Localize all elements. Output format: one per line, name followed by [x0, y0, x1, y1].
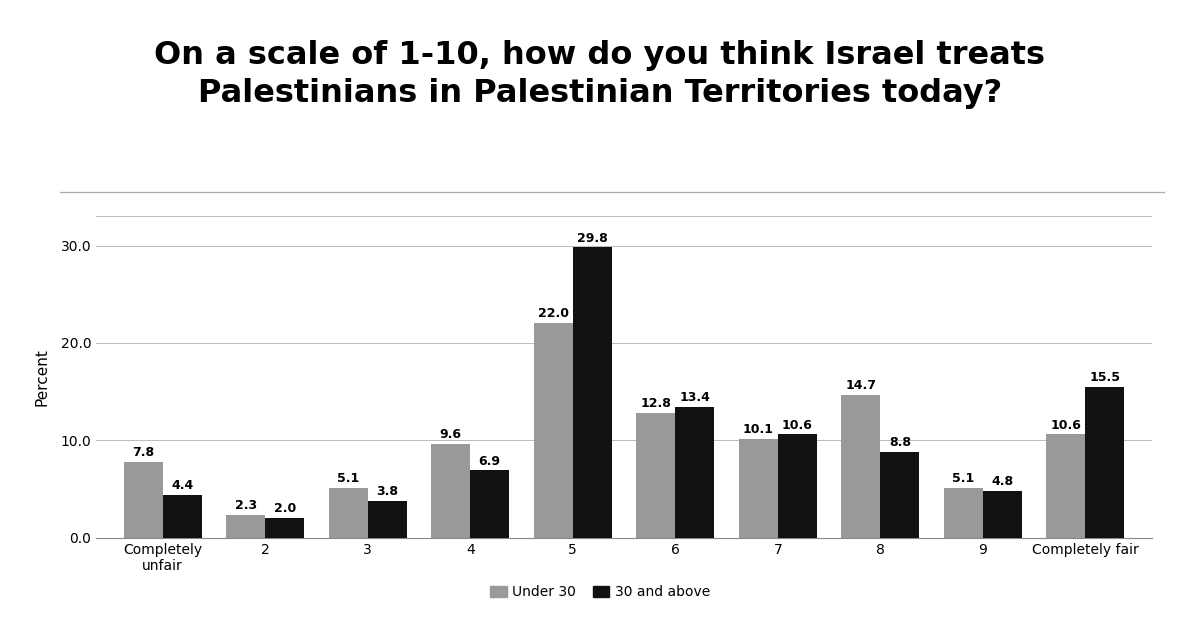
Bar: [841, 394, 881, 538]
Text: 15.5: 15.5: [1090, 371, 1121, 384]
Text: 5.1: 5.1: [953, 472, 974, 485]
Text: 10.6: 10.6: [1050, 418, 1081, 431]
Bar: [329, 488, 367, 538]
Y-axis label: Percent: Percent: [35, 348, 49, 406]
Bar: [1085, 387, 1124, 538]
Bar: [227, 515, 265, 538]
Text: 8.8: 8.8: [889, 436, 911, 449]
Text: 7.8: 7.8: [132, 446, 155, 459]
Bar: [739, 439, 778, 538]
Bar: [534, 323, 572, 538]
Bar: [636, 413, 676, 538]
Text: 10.6: 10.6: [782, 418, 812, 431]
Text: 6.9: 6.9: [479, 455, 500, 468]
Text: 2.3: 2.3: [235, 499, 257, 512]
Text: 4.4: 4.4: [170, 479, 193, 492]
Bar: [265, 518, 304, 538]
Bar: [1046, 434, 1085, 538]
Text: 22.0: 22.0: [538, 308, 569, 321]
Bar: [778, 434, 817, 538]
Bar: [367, 501, 407, 538]
Text: 12.8: 12.8: [641, 397, 671, 410]
Text: 10.1: 10.1: [743, 423, 774, 436]
Legend: Under 30, 30 and above: Under 30, 30 and above: [485, 580, 715, 605]
Text: 9.6: 9.6: [439, 428, 462, 441]
Text: 29.8: 29.8: [577, 232, 607, 245]
Text: 14.7: 14.7: [845, 379, 876, 392]
Bar: [944, 488, 983, 538]
Bar: [676, 407, 714, 538]
Text: 13.4: 13.4: [679, 391, 710, 404]
Text: 2.0: 2.0: [274, 502, 295, 515]
Text: 4.8: 4.8: [991, 475, 1013, 488]
Text: On a scale of 1-10, how do you think Israel treats
Palestinians in Palestinian T: On a scale of 1-10, how do you think Isr…: [155, 40, 1045, 109]
Bar: [572, 247, 612, 538]
Text: 3.8: 3.8: [376, 485, 398, 497]
Bar: [431, 444, 470, 538]
Bar: [470, 470, 509, 538]
Bar: [163, 495, 202, 538]
Bar: [881, 452, 919, 538]
Text: 5.1: 5.1: [337, 472, 359, 485]
Bar: [124, 462, 163, 538]
Bar: [983, 491, 1021, 538]
